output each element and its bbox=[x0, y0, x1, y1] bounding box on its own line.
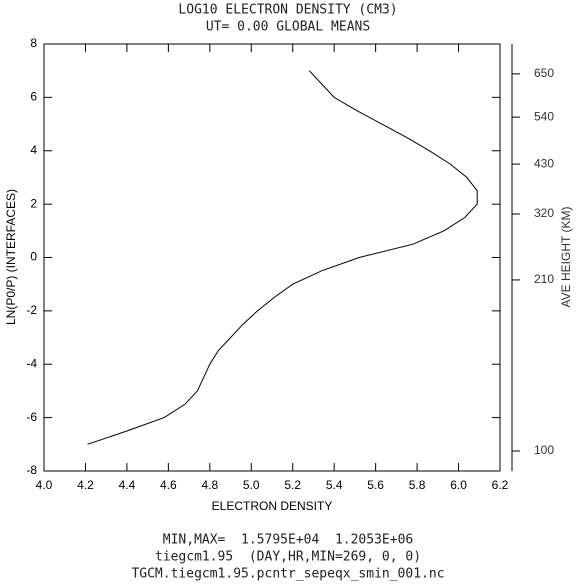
y-tick-label: -2 bbox=[26, 303, 37, 317]
chart-title: LOG10 ELECTRON DENSITY (CM3) bbox=[178, 3, 397, 18]
y2-axis-label: AVE HEIGHT (KM) bbox=[559, 207, 573, 308]
chart-subtitle: UT= 0.00 GLOBAL MEANS bbox=[206, 20, 370, 35]
y2-tick-label: 430 bbox=[534, 156, 554, 170]
y-tick-label: -8 bbox=[26, 463, 37, 477]
x-tick-label: 4.4 bbox=[119, 478, 136, 492]
x-tick-label: 5.6 bbox=[367, 478, 384, 492]
x-tick-label: 4.2 bbox=[77, 478, 94, 492]
x-tick-label: 4.6 bbox=[160, 478, 177, 492]
x-tick-label: 5.8 bbox=[409, 478, 426, 492]
x-axis-label: ELECTRON DENSITY bbox=[212, 499, 333, 513]
y-tick-label: 6 bbox=[30, 90, 37, 104]
x-tick-label: 6.0 bbox=[450, 478, 467, 492]
y-tick-label: -6 bbox=[26, 410, 37, 424]
x-tick-label: 5.4 bbox=[326, 478, 343, 492]
y2-tick-label: 210 bbox=[534, 272, 554, 286]
y-tick-label: 8 bbox=[30, 36, 37, 50]
footer-line: tiegcm1.95 (DAY,HR,MIN=269, 0, 0) bbox=[155, 550, 421, 565]
profile-line bbox=[87, 70, 478, 445]
y2-tick-label: 320 bbox=[534, 206, 554, 220]
x-tick-label: 4.8 bbox=[201, 478, 218, 492]
x-tick-label: 5.2 bbox=[284, 478, 301, 492]
footer-line: TGCM.tiegcm1.95.pcntr_sepeqx_smin_001.nc bbox=[131, 567, 444, 582]
x-tick-label: 6.2 bbox=[492, 478, 509, 492]
y2-tick-label: 100 bbox=[534, 443, 554, 457]
y-tick-label: 4 bbox=[30, 143, 37, 157]
x-tick-label: 4.0 bbox=[36, 478, 53, 492]
x-tick-label: 5.0 bbox=[243, 478, 260, 492]
y-tick-label: -4 bbox=[26, 356, 37, 370]
y-tick-label: 2 bbox=[30, 196, 37, 210]
y-axis-label: LN(P0/P) (INTERFACES) bbox=[4, 189, 18, 325]
footer-line: MIN,MAX= 1.5795E+04 1.2053E+06 bbox=[163, 533, 413, 548]
y-tick-label: 0 bbox=[30, 250, 37, 264]
plot-frame bbox=[43, 43, 501, 472]
y2-tick-label: 540 bbox=[534, 109, 554, 123]
y2-tick-label: 650 bbox=[534, 66, 554, 80]
